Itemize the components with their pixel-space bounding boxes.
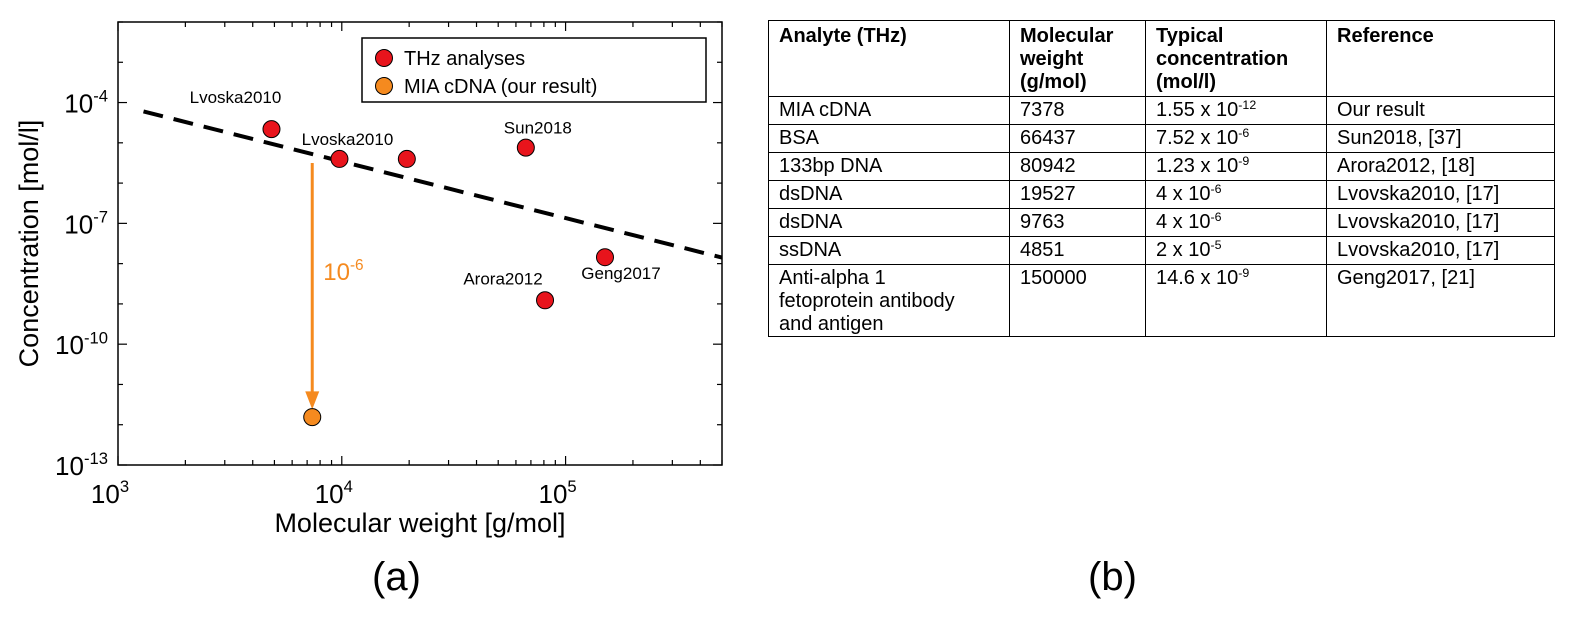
header-molecular-weight: Molecular weight (g/mol): [1009, 20, 1146, 97]
cell-weight: 19527: [1009, 180, 1146, 209]
cell-weight: 150000: [1009, 264, 1146, 337]
table-row: MIA cDNA 7378 1.55 x 10-12 Our result: [768, 96, 1555, 125]
table-row: dsDNA 19527 4 x 10-6 Lvovska2010, [17]: [768, 180, 1555, 209]
cell-analyte: dsDNA: [768, 180, 1010, 209]
trend-line: [143, 109, 723, 260]
cell-analyte: BSA: [768, 124, 1010, 153]
header-analyte: Analyte (THz): [768, 20, 1010, 97]
table-row: ssDNA 4851 2 x 10-5 Lvovska2010, [17]: [768, 236, 1555, 265]
data-label: Lvoska2010: [190, 88, 282, 107]
data-label: Geng2017: [581, 264, 660, 283]
data-point: [397, 149, 416, 168]
cell-reference: Lvovska2010, [17]: [1326, 180, 1555, 209]
cell-reference: Arora2012, [18]: [1326, 152, 1555, 181]
annotation-label: 10-6: [323, 257, 363, 286]
data-point: [330, 149, 349, 168]
table-header-row: Analyte (THz) Molecular weight (g/mol) Typ…: [768, 20, 1555, 97]
cell-concentration: 14.6 x 10-9: [1145, 264, 1327, 337]
table-row: BSA 66437 7.52 x 10-6 Sun2018, [37]: [768, 124, 1555, 153]
x-tick-label: 103: [91, 477, 129, 509]
panel-label-a: (a): [372, 555, 421, 599]
x-tick-label: 105: [538, 477, 576, 509]
cell-concentration: 1.55 x 10-12: [1145, 96, 1327, 125]
cell-weight: 80942: [1009, 152, 1146, 181]
data-label: Lvoska2010: [302, 130, 394, 149]
legend-box: [361, 37, 707, 103]
cell-analyte: 133bp DNA: [768, 152, 1010, 181]
cell-reference: Lvovska2010, [17]: [1326, 236, 1555, 265]
cell-concentration: 2 x 10-5: [1145, 236, 1327, 265]
table-row: 133bp DNA 80942 1.23 x 10-9 Arora2012, […: [768, 152, 1555, 181]
plot-frame: [117, 21, 723, 466]
cell-concentration: 1.23 x 10-9: [1145, 152, 1327, 181]
cell-reference: Lvovska2010, [17]: [1326, 208, 1555, 237]
cell-analyte: dsDNA: [768, 208, 1010, 237]
annotation-arrow-head: [305, 391, 320, 410]
x-axis-label: Molecular weight [g/mol]: [274, 508, 565, 538]
data-point: [516, 138, 535, 157]
data-label: Arora2012: [463, 269, 542, 288]
cell-weight: 9763: [1009, 208, 1146, 237]
y-tick-label: 10-7: [64, 207, 108, 239]
legend-label: MIA cDNA (our result): [404, 76, 597, 98]
table-row: dsDNA 9763 4 x 10-6 Lvovska2010, [17]: [768, 208, 1555, 237]
cell-concentration: 4 x 10-6: [1145, 180, 1327, 209]
legend-label: THz analyses: [404, 48, 525, 70]
cell-analyte: ssDNA: [768, 236, 1010, 265]
cell-concentration: 7.52 x 10-6: [1145, 124, 1327, 153]
cell-analyte: Anti-alpha 1 fetoprotein antibody and anti…: [768, 264, 1010, 337]
cell-weight: 7378: [1009, 96, 1146, 125]
cell-reference: Our result: [1326, 96, 1555, 125]
header-typical-concentration: Typical concentration (mol/l): [1145, 20, 1327, 97]
y-tick-label: 10-4: [64, 87, 108, 119]
data-label: Sun2018: [504, 119, 572, 138]
cell-reference: Sun2018, [37]: [1326, 124, 1555, 153]
table-row: Anti-alpha 1 fetoprotein antibody and anti…: [768, 264, 1555, 337]
y-tick-label: 10-10: [55, 328, 108, 360]
x-tick-label: 104: [315, 477, 353, 509]
legend-marker: [375, 49, 393, 67]
cell-concentration: 4 x 10-6: [1145, 208, 1327, 237]
y-tick-label: 10-13: [55, 449, 108, 481]
cell-reference: Geng2017, [21]: [1326, 264, 1555, 337]
cell-analyte: MIA cDNA: [768, 96, 1010, 125]
data-point: [595, 248, 614, 267]
analyte-table: Analyte (THz) Molecular weight (g/mol) Typ…: [768, 20, 1555, 337]
header-reference: Reference: [1326, 20, 1555, 97]
data-point: [303, 408, 322, 427]
cell-weight: 4851: [1009, 236, 1146, 265]
data-point: [536, 291, 555, 310]
scatter-chart: 103 104 105 10-4 10-7 10-10 10-13 Molecular wei…: [14, 21, 723, 538]
cell-weight: 66437: [1009, 124, 1146, 153]
legend-marker: [375, 77, 393, 95]
data-point: [262, 120, 281, 139]
panel-label-b: (b): [1088, 555, 1137, 599]
y-axis-label: Concentration [mol/l]: [14, 120, 44, 368]
